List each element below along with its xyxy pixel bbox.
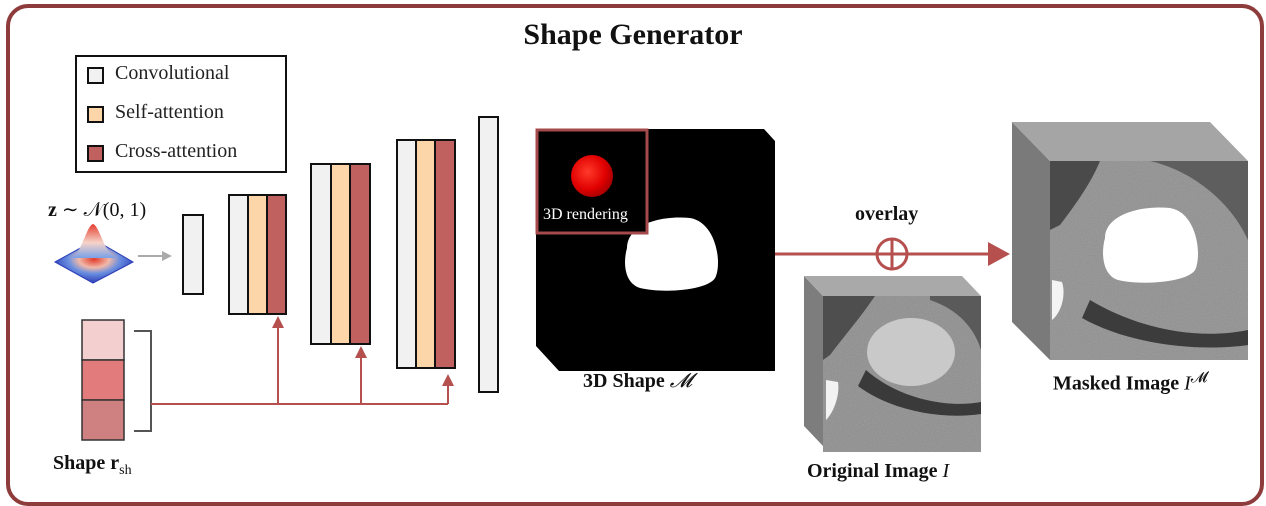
- shape-mask-blob: [625, 217, 719, 291]
- self-attention-block-4: [415, 139, 436, 369]
- legend-label-convolutional: Convolutional: [115, 62, 230, 84]
- overlay-label: overlay: [855, 203, 919, 225]
- noise-distribution: ∼ 𝒩(0, 1): [61, 199, 147, 221]
- shape-vector-cell: [81, 319, 125, 361]
- cross-attention-block-4: [434, 139, 456, 369]
- original-image-label-symbol: I: [942, 460, 950, 482]
- shape-vector-label: Shape rsh: [53, 452, 132, 479]
- diagram-title: Shape Generator: [523, 18, 743, 51]
- shape-vector-label-text: Shape: [53, 452, 111, 474]
- shape-vector-cell: [81, 359, 125, 401]
- masked-image-label-sup: 𝓜: [1190, 370, 1208, 386]
- legend-label-self-attention: Self-attention: [115, 101, 224, 123]
- shape-3d-panel: [535, 128, 775, 371]
- masked-image-panel: [1012, 122, 1248, 360]
- conv-block-3: [310, 163, 332, 345]
- shape-vector-label-symbol: r: [110, 452, 120, 474]
- conditioning-arrows: [151, 326, 449, 405]
- cross-attention-block-3: [349, 163, 371, 345]
- legend-swatch-cross-attention: [87, 145, 104, 162]
- shape-label-text: 3D Shape: [583, 370, 670, 392]
- masked-image-label-symbol: I: [1184, 372, 1191, 395]
- noise-label: z ∼ 𝒩(0, 1): [48, 197, 146, 222]
- shape-label: 3D Shape 𝓜: [583, 370, 692, 393]
- final-conv-block: [478, 116, 499, 393]
- original-image-panel: [804, 276, 981, 452]
- shape-vector-cell: [81, 399, 125, 441]
- noise-symbol: z: [48, 199, 57, 221]
- shape-vector-label-sub: sh: [119, 463, 132, 478]
- shape-vector: [81, 319, 125, 441]
- conv-block-2: [228, 194, 249, 315]
- rendering-label: 3D rendering: [543, 206, 628, 223]
- masked-region: [1103, 207, 1199, 283]
- rendering-blob: [571, 155, 613, 197]
- legend-label-cross-attention: Cross-attention: [115, 140, 238, 162]
- original-image-label-text: Original Image: [807, 460, 943, 482]
- conv-block-1: [182, 214, 204, 295]
- shape-label-symbol: 𝓜: [669, 370, 693, 392]
- gaussian-plot-icon: [53, 224, 135, 284]
- self-attention-block-3: [330, 163, 351, 345]
- original-image-label: Original Image I: [807, 460, 949, 483]
- cross-attention-block-2: [266, 194, 287, 315]
- legend-swatch-self-attention: [87, 106, 104, 123]
- outer-frame: [6, 4, 1264, 506]
- legend-swatch-convolutional: [87, 67, 104, 84]
- legend: Convolutional Self-attention Cross-atten…: [75, 55, 287, 173]
- masked-image-label-text: Masked Image: [1053, 372, 1185, 395]
- self-attention-block-2: [247, 194, 268, 315]
- masked-image-label: Masked Image I𝓜: [1053, 369, 1208, 396]
- shape-vector-bracket: [134, 330, 152, 432]
- conv-block-4: [396, 139, 417, 369]
